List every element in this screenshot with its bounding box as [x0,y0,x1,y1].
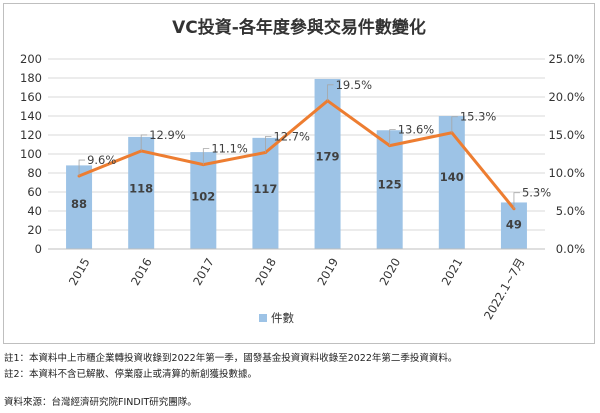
chart-frame: VC投資-各年度參與交易件數變化 88 118 102 117 179 125 140 49 9… [3,3,595,344]
y-tick-label: 60 [27,185,42,199]
line-value-label: 11.1% [211,142,248,156]
y2-tick-label: 10.0% [548,166,585,180]
line-value-label: 9.6% [87,153,116,167]
leader-line [389,129,396,146]
legend-label: 件數 [271,311,294,325]
y-tick-label: 20 [27,223,42,237]
bar [438,116,465,249]
bar [66,165,93,249]
bar-value-label: 117 [253,182,277,196]
line-value-label: 12.9% [149,128,186,142]
y2-tick-label: 25.0% [548,52,585,66]
bar-value-label: 102 [191,190,215,204]
footnote-1: 註1：本資料中上市櫃企業轉投資收錄到2022年第一季，國發基金投資資料收錄至20… [4,353,458,364]
legend-swatch [259,314,267,322]
x-tick-label: 2017 [190,256,217,288]
y-tick-label: 40 [27,204,42,218]
x-tick-label: 2020 [376,256,403,288]
y-tick-label: 180 [20,71,42,85]
leader-line [202,148,210,165]
leader-line [140,134,148,151]
bar-value-label: 118 [129,181,153,195]
line-value-label: 13.6% [398,123,435,137]
bar-value-label: 179 [316,149,340,163]
source-note: 資料來源：台灣經濟研究院FINDIT研究團隊。 [4,397,197,408]
legend: 件數 [259,311,294,325]
line-value-label: 5.3% [522,186,551,200]
chart-title: VC投資-各年度參與交易件數變化 [172,17,426,38]
y-tick-label: 160 [20,90,42,104]
leader-line [327,84,334,101]
leader-line [513,192,520,209]
y-tick-label: 120 [20,128,42,142]
x-tick-label: 2018 [252,256,279,288]
x-tick-label: 2021 [439,256,466,288]
bar-value-label: 88 [71,197,87,211]
footnote-2: 註2：本資料不含已解散、停業廢止或清算的新創獲投數據。 [4,369,258,380]
bar-value-label: 49 [506,217,522,231]
x-tick-label: 2022.1~7月 [481,256,527,322]
bar-value-label: 140 [440,170,464,184]
line-value-label: 15.3% [460,110,497,124]
y-tick-label: 140 [20,109,42,123]
y2-tick-label: 20.0% [548,90,585,104]
y2-tick-label: 5.0% [556,204,585,218]
bar [314,78,341,249]
y2-tick-label: 0.0% [556,242,585,256]
line-value-label: 12.7% [273,129,310,143]
x-tick-label: 2015 [66,256,93,288]
x-tick-label: 2019 [314,256,341,288]
bar-series [66,78,527,249]
leader-line [265,136,272,153]
leader-line [451,116,458,133]
y-tick-label: 200 [20,52,42,66]
bar-value-label: 125 [378,178,402,192]
leader-line [78,159,86,177]
bar [376,130,403,249]
y-tick-label: 80 [27,166,42,180]
y-tick-label: 100 [20,147,42,161]
x-tick-label: 2016 [128,256,155,288]
bar [252,137,279,249]
y2-tick-label: 15.0% [548,128,585,142]
line-value-label: 19.5% [336,78,373,92]
axes: 0 20 40 60 80 100 120 140 160 180 200 0.0% 5.0% 10.0%… [20,52,585,322]
y-tick-label: 0 [35,242,42,256]
data-labels: 88 118 102 117 179 125 140 49 9.6% 12.9% 11.1% 12.7… [71,78,551,232]
chart-svg: VC投資-各年度參與交易件數變化 88 118 102 117 179 125 140 49 9… [20,17,585,325]
line-path [78,99,516,210]
bar [190,152,217,249]
